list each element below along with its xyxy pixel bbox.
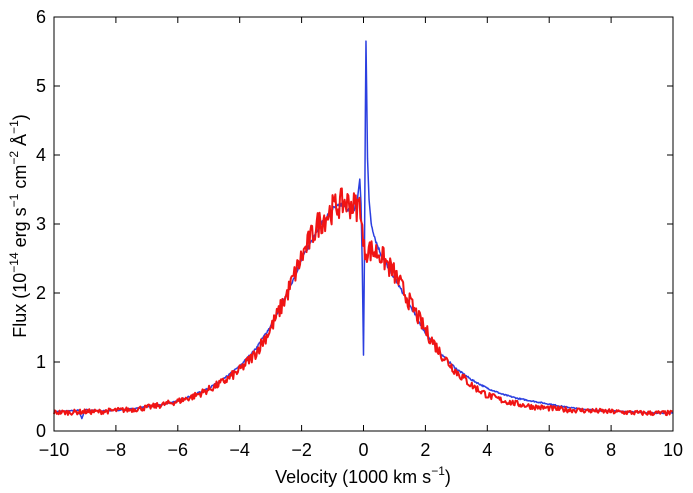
y-tick-label: 6 <box>36 7 46 27</box>
x-tick-label: −2 <box>291 440 312 460</box>
x-tick-label: −8 <box>106 440 127 460</box>
series-blue <box>53 40 674 420</box>
y-axis: 0 1 2 3 4 5 6 <box>36 7 673 441</box>
y-tick-label: 5 <box>36 76 46 96</box>
y-tick-label: 4 <box>36 145 46 165</box>
y-tick-label: 1 <box>36 352 46 372</box>
y-tick-label: 0 <box>36 421 46 441</box>
series-line-red <box>53 187 673 417</box>
series-line-blue <box>53 40 674 420</box>
y-axis-label: Flux (10−14 erg s−1 cm−2 Å−1) <box>7 114 30 338</box>
plot-frame <box>53 16 674 432</box>
x-tick-label: 6 <box>544 440 554 460</box>
x-tick-label: 10 <box>663 440 683 460</box>
x-tick-label: −6 <box>168 440 189 460</box>
y-tick-label: 3 <box>36 214 46 234</box>
y-tick-label: 2 <box>36 283 46 303</box>
x-tick-label: 4 <box>482 440 492 460</box>
series-layer <box>53 40 674 420</box>
x-axis-label: Velocity (1000 km s−1) <box>275 464 451 487</box>
series-red <box>53 187 673 417</box>
x-tick-label: 8 <box>606 440 616 460</box>
x-tick-label: 0 <box>358 440 368 460</box>
x-axis: −10 −8 −6 −4 −2 0 2 4 6 8 10 <box>39 17 683 460</box>
x-tick-label: −4 <box>229 440 250 460</box>
x-tick-label: −10 <box>39 440 70 460</box>
x-tick-label: 2 <box>420 440 430 460</box>
